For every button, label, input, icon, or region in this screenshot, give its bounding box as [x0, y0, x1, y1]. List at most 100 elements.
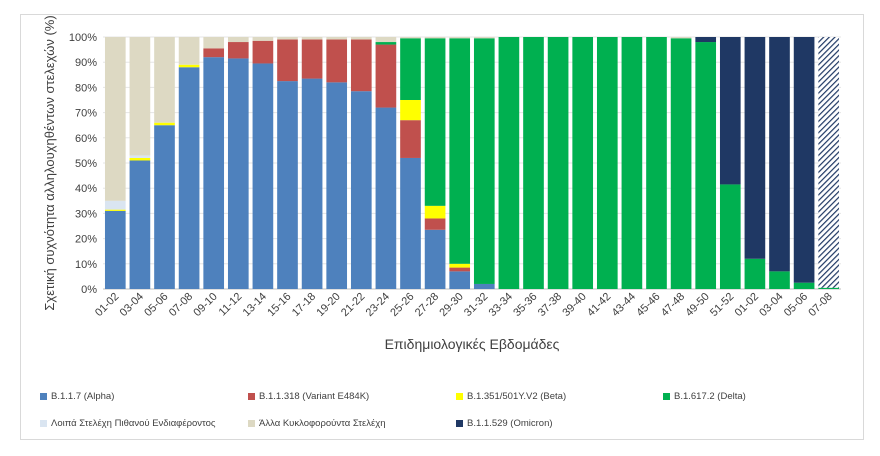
bar-segment [227, 58, 249, 289]
bar-segment [670, 38, 692, 290]
bar-segment [350, 37, 372, 40]
x-tick-label: 33-34 [487, 291, 515, 319]
x-tick-label: 25-26 [388, 291, 416, 319]
y-tick-label: 90% [75, 57, 97, 69]
bar-segment [227, 37, 249, 43]
bar-segment [129, 160, 151, 289]
x-tick-label: 19-20 [314, 291, 342, 319]
bar-segment [449, 263, 471, 268]
bar-segment [104, 37, 126, 201]
bar-segment [400, 37, 421, 39]
x-tick-label: 45-46 [634, 291, 662, 319]
legend-item-other-interest: Λοιπά Στελέχη Πιθανού Ενδιαφέροντος [40, 418, 216, 429]
bar-segment [719, 37, 741, 185]
x-tick-label: 43-44 [610, 291, 638, 319]
x-tick-label: 47-48 [659, 291, 687, 319]
y-tick-label: 10% [75, 259, 97, 271]
y-tick-label: 20% [75, 234, 97, 246]
x-tick-label: 29-30 [437, 291, 465, 319]
y-tick-label: 100% [69, 32, 97, 44]
bar-segment [449, 37, 471, 39]
bar-segment [252, 37, 274, 41]
bar-segment [104, 210, 126, 289]
bar-segment [350, 91, 372, 290]
bar-segment [375, 107, 397, 289]
y-tick-label: 60% [75, 133, 97, 145]
bar-segment [400, 157, 421, 289]
bar-segment [203, 37, 225, 49]
bar-segment [375, 37, 397, 43]
bar-segment [277, 37, 298, 40]
bar-segment [227, 42, 249, 59]
x-tick-label: 17-18 [290, 291, 318, 319]
x-tick-label: 15-16 [265, 291, 293, 319]
bar-segment [301, 39, 323, 79]
y-tick-label: 80% [75, 82, 97, 94]
bar-segment [326, 82, 348, 289]
bar-segment [424, 205, 446, 219]
bar-segment [818, 287, 840, 289]
bar-segment [301, 37, 323, 40]
bar-segment [449, 38, 471, 264]
y-tick-label: 0% [81, 284, 97, 296]
y-tick-label: 40% [75, 183, 97, 195]
bar-segment [203, 48, 225, 58]
bar-segment [744, 37, 766, 259]
x-tick-label: 03-04 [118, 291, 146, 319]
bar-segment [301, 78, 323, 289]
bar-segment [252, 63, 274, 290]
bar-segment [277, 39, 298, 82]
y-tick-labels: 0% 10% 20% 30% 40% 50% 60% 70% 80% 90% 100% [69, 32, 97, 296]
x-tick-label: 01-02 [733, 291, 761, 319]
bar-segment [695, 42, 717, 289]
bar-segment [596, 37, 618, 289]
x-tick-label: 01-02 [93, 291, 121, 319]
bar-segment [400, 38, 421, 100]
x-tick-label: 07-08 [167, 291, 195, 319]
bar-segment [350, 39, 372, 92]
x-tick-label: 27-28 [413, 291, 441, 319]
legend-swatch-e484k [248, 393, 255, 400]
bar-segment [154, 125, 175, 289]
bars [104, 37, 840, 290]
y-tick-label: 70% [75, 108, 97, 120]
bar-segment [744, 258, 766, 289]
bar-segment [424, 218, 446, 230]
bar-segment [621, 37, 643, 289]
x-tick-label: 07-08 [806, 291, 834, 319]
bar-segment [498, 37, 520, 289]
gridlines [103, 36, 841, 290]
bar-segment [719, 184, 741, 289]
bar-segment [104, 200, 126, 210]
legend-label-e484k: B.1.1.318 (Variant E484K) [259, 391, 370, 402]
bar-segment [326, 37, 348, 40]
x-tick-label: 41-42 [585, 291, 613, 319]
bar-segment [473, 283, 495, 289]
bar-segment [572, 37, 594, 289]
legend-swatch-delta [663, 393, 670, 400]
bar-segment [769, 271, 790, 289]
bar-segment [818, 37, 840, 288]
bar-segment [104, 209, 126, 211]
bar-segment [178, 64, 200, 68]
bar-segment [523, 37, 544, 289]
x-tick-label: 39-40 [560, 291, 588, 319]
bar-segment [400, 120, 421, 158]
bar-segment [473, 38, 495, 284]
bar-segment [178, 37, 200, 65]
bar-segment [424, 38, 446, 206]
legend-label-other-circulating: Άλλα Κυκλοφορούντα Στελέχη [259, 418, 386, 429]
bar-segment [129, 157, 151, 161]
bar-segment [424, 229, 446, 289]
bar-segment [375, 44, 397, 108]
x-tick-label: 37-38 [536, 291, 564, 319]
bar-segment [449, 271, 471, 289]
bar-segment [178, 67, 200, 290]
x-tick-label: 09-10 [191, 291, 219, 319]
x-tick-label: 21-22 [339, 291, 367, 319]
x-tick-labels: 01-0203-0405-0607-0809-1011-1213-1415-16… [93, 291, 835, 319]
x-tick-label: 11-12 [217, 291, 245, 319]
x-tick-label: 23-24 [364, 291, 392, 319]
bar-segment [547, 37, 569, 289]
